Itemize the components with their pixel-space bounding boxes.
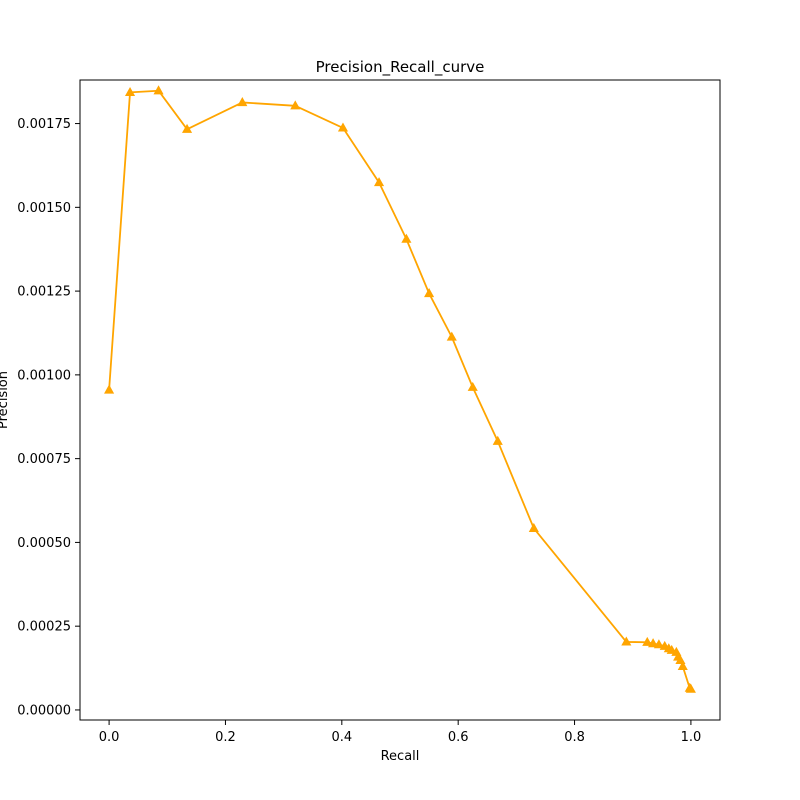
y-tick-label: 0.00150 (17, 201, 71, 216)
data-point-marker (492, 435, 503, 445)
y-tick-label: 0.00075 (17, 452, 71, 467)
y-tick-label: 0.00100 (17, 368, 71, 383)
data-point-marker (401, 233, 412, 243)
y-tick-label: 0.00050 (17, 536, 71, 551)
data-point-marker (337, 122, 349, 132)
data-point-marker (104, 384, 115, 394)
x-tick-label: 0.0 (99, 730, 120, 745)
x-tick-label: 0.4 (331, 730, 352, 745)
data-point-marker (446, 331, 457, 341)
data-point-marker (153, 85, 164, 95)
data-point-marker (124, 86, 136, 97)
data-point-marker (181, 123, 193, 133)
data-point-marker (237, 97, 248, 107)
y-tick-label: 0.00125 (17, 285, 71, 300)
x-tick-label: 1.0 (681, 730, 702, 745)
plot-background (80, 80, 720, 720)
data-point-marker (677, 660, 688, 671)
data-point-marker (467, 381, 478, 391)
data-point-marker (653, 639, 664, 649)
y-tick-label: 0.00025 (17, 620, 71, 635)
x-tick-label: 0.6 (448, 730, 469, 745)
y-axis-label: Precision (0, 371, 11, 429)
data-point-marker (373, 177, 385, 187)
data-point-marker (424, 288, 435, 298)
data-point-marker (528, 522, 539, 532)
ticks-layer: 0.0 0.2 0.4 0.6 0.8 1.0 0.00000 0.00025 0.00050 0… (17, 117, 701, 745)
plot-frame (79, 79, 721, 721)
x-axis-label: Recall (381, 749, 420, 764)
data-point-marker (648, 638, 659, 648)
x-tick-label: 0.8 (564, 730, 585, 745)
chart-title: Precision_Recall_curve (316, 58, 485, 77)
data-point-marker (685, 683, 696, 693)
data-point-marker (642, 636, 653, 646)
series-layer (104, 85, 696, 693)
y-tick-label: 0.00000 (17, 703, 71, 718)
x-tick-label: 0.2 (215, 730, 236, 745)
data-point-marker (290, 100, 301, 110)
y-tick-label: 0.00175 (17, 117, 71, 132)
data-point-marker (621, 636, 632, 646)
